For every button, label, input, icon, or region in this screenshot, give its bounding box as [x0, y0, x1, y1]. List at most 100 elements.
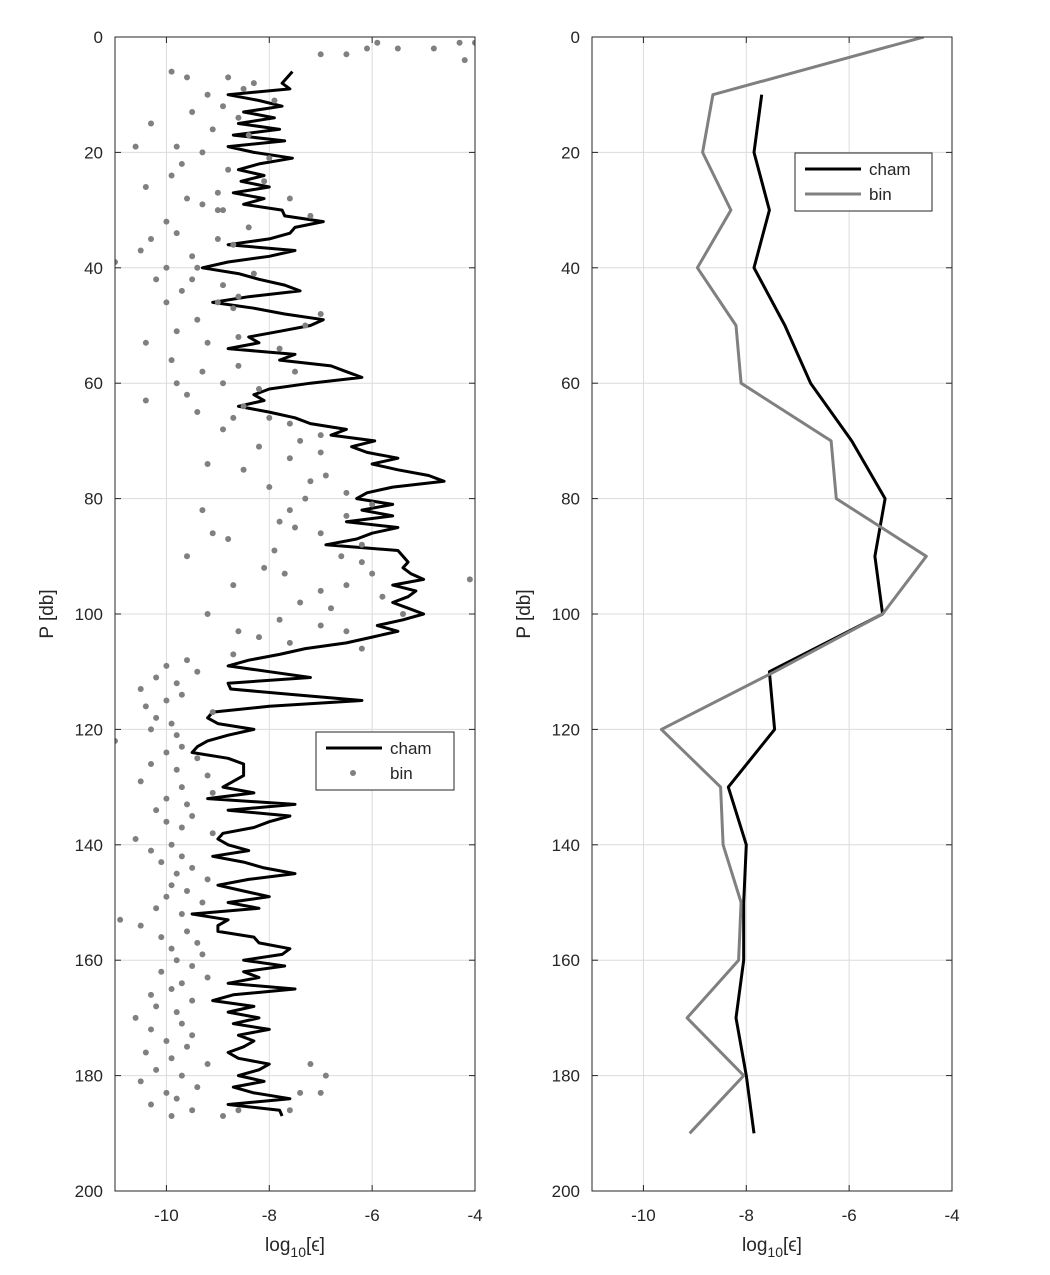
data-point	[343, 628, 350, 635]
data-point	[220, 1112, 226, 1119]
chart-2: 0 20 40 60 80 100 120 140 160 180 200 -10 -8 -6 -4 log1…	[514, 28, 960, 1260]
data-point	[286, 1107, 293, 1114]
data-point	[173, 328, 180, 335]
data-point	[235, 334, 242, 341]
data-point	[199, 899, 206, 906]
data-point	[178, 980, 185, 987]
data-point	[256, 385, 262, 392]
y-tick-label: 140	[75, 836, 103, 855]
data-point	[225, 166, 232, 173]
y-tick-label: 120	[75, 720, 103, 739]
data-point	[256, 634, 262, 641]
y-tick-label: 160	[75, 951, 103, 970]
data-point	[343, 51, 350, 58]
data-point	[178, 1072, 185, 1079]
data-point	[163, 299, 170, 306]
data-point	[163, 749, 170, 756]
y-tick-label: 120	[552, 720, 580, 739]
data-point	[286, 507, 293, 514]
data-point	[194, 668, 201, 675]
data-point	[302, 495, 309, 502]
y-tick-label: 180	[75, 1067, 103, 1086]
data-point	[173, 680, 180, 687]
data-point	[184, 657, 190, 664]
series-cham	[190, 70, 446, 1117]
data-point	[199, 507, 206, 514]
data-point	[286, 455, 293, 462]
y-tick-label: 20	[561, 143, 580, 162]
data-point	[163, 697, 170, 704]
data-point	[173, 143, 180, 150]
data-point	[194, 1084, 201, 1091]
data-point	[142, 397, 149, 404]
y-tick-label: 100	[75, 605, 103, 624]
data-point	[317, 530, 324, 537]
data-point	[178, 1020, 185, 1027]
data-point	[281, 570, 288, 577]
data-point	[173, 870, 180, 877]
data-point	[276, 616, 283, 623]
data-point	[173, 1095, 180, 1102]
data-point	[115, 737, 118, 744]
data-point	[137, 922, 144, 929]
data-point	[225, 74, 232, 81]
data-point	[178, 691, 185, 698]
data-point	[184, 553, 190, 560]
data-point	[168, 720, 175, 727]
data-point	[184, 887, 190, 894]
x-tick-label: -6	[842, 1206, 857, 1225]
data-point	[204, 611, 211, 617]
data-point	[163, 893, 170, 900]
data-point	[317, 310, 324, 317]
x-tick-label: -6	[365, 1206, 380, 1225]
data-point	[153, 1066, 160, 1073]
y-tick-label: 160	[552, 951, 580, 970]
data-point	[194, 755, 201, 762]
data-point	[235, 293, 242, 300]
grid	[592, 37, 952, 1191]
data-point	[322, 1072, 329, 1079]
data-point	[137, 686, 144, 693]
data-point	[400, 611, 406, 617]
data-point	[137, 778, 144, 785]
y-axis-label: P [db]	[514, 589, 535, 638]
data-point	[214, 235, 221, 242]
data-point	[297, 599, 304, 606]
data-point	[235, 628, 242, 635]
data-point	[158, 934, 165, 941]
data-point	[261, 564, 268, 571]
y-tick-label: 200	[75, 1182, 103, 1201]
data-point	[163, 818, 170, 825]
series-bin	[659, 37, 928, 1135]
data-point	[240, 403, 247, 410]
data-point	[235, 1107, 242, 1114]
data-point	[266, 414, 273, 421]
data-point	[178, 853, 185, 860]
data-point	[343, 489, 350, 496]
data-point	[142, 1049, 149, 1056]
data-point	[456, 39, 463, 46]
data-point	[209, 830, 216, 837]
data-point	[148, 991, 154, 998]
data-point	[194, 939, 201, 946]
data-point	[214, 207, 221, 214]
data-point	[173, 1009, 180, 1016]
data-point	[214, 189, 221, 196]
legend: cham bin	[315, 731, 455, 791]
legend: cham bin	[794, 152, 933, 212]
data-point	[189, 1107, 196, 1114]
data-point	[178, 824, 185, 831]
data-point	[158, 968, 165, 975]
data-point	[230, 305, 237, 312]
data-point	[307, 478, 314, 485]
data-point	[286, 195, 293, 202]
data-point	[220, 103, 226, 110]
data-point	[153, 276, 160, 283]
data-point	[209, 126, 216, 133]
data-point	[184, 195, 190, 202]
data-point	[168, 357, 175, 364]
data-point	[317, 1089, 324, 1096]
data-point	[292, 524, 298, 531]
data-point	[163, 795, 170, 802]
legend-label: bin	[869, 185, 892, 204]
